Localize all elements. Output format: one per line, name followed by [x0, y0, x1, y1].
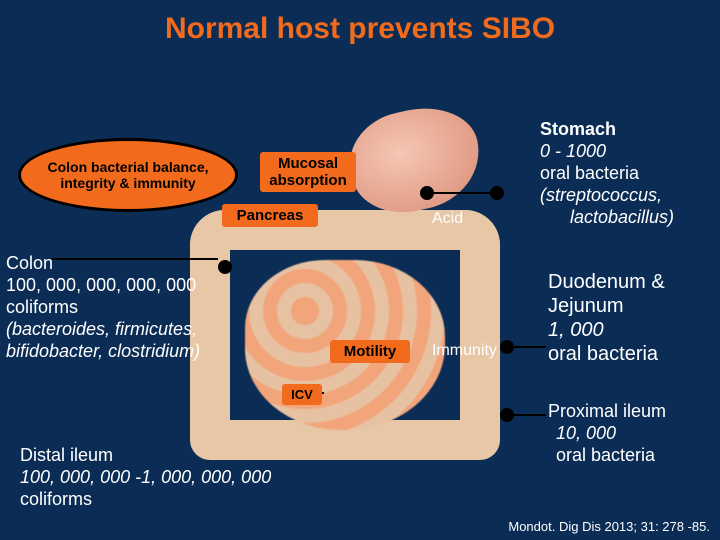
duo-line1: Duodenum &: [548, 270, 665, 294]
stomach-line4: lactobacillus): [540, 206, 674, 228]
prox-line2: 10, 000: [548, 422, 666, 444]
distal-line3: coliforms: [20, 488, 271, 510]
stomach-line2: oral bacteria: [540, 162, 674, 184]
absorption-label: absorption: [269, 172, 347, 189]
duodenum-jejunum-text: Duodenum & Jejunum 1, 000 oral bacteria: [548, 270, 665, 366]
mucosal-label: Mucosal: [278, 155, 338, 172]
bubble-line1: Colon bacterial balance,: [47, 159, 208, 175]
marker-dot: [490, 186, 504, 200]
prox-line3: oral bacteria: [548, 444, 666, 466]
duo-line3: 1, 000: [548, 318, 665, 342]
icv-box: ICV: [282, 384, 322, 405]
stomach-line3: (streptococcus,: [540, 184, 674, 206]
slide: Normal host prevents SIBO Colon bacteria…: [0, 0, 720, 540]
motility-label: Motility: [344, 343, 397, 360]
prox-line1: Proximal ileum: [548, 400, 666, 422]
acid-label: Acid: [432, 210, 463, 228]
leader-line: [510, 346, 546, 348]
mucosal-absorption-box: Mucosal absorption: [260, 152, 356, 192]
stomach-shape: [341, 98, 489, 223]
colon-line5: bifidobacter, clostridium): [6, 340, 200, 362]
colon-line2: 100, 000, 000, 000, 000: [6, 274, 200, 296]
duo-line4: oral bacteria: [548, 342, 665, 366]
pancreas-box: Pancreas: [222, 204, 318, 227]
colon-line4: (bacteroides, firmicutes,: [6, 318, 200, 340]
citation: Mondot. Dig Dis 2013; 31: 278 -85.: [508, 519, 710, 534]
proximal-ileum-text: Proximal ileum 10, 000 oral bacteria: [548, 400, 666, 466]
marker-dot: [218, 260, 232, 274]
colon-line1: Colon: [6, 252, 200, 274]
colon-balance-bubble: Colon bacterial balance, integrity & imm…: [18, 138, 238, 212]
distal-line1: Distal ileum: [20, 444, 271, 466]
duo-line2: Jejunum: [548, 294, 665, 318]
icv-label: ICV: [291, 387, 313, 402]
leader-line: [430, 192, 492, 194]
stomach-line1: 0 - 1000: [540, 140, 674, 162]
stomach-text: Stomach 0 - 1000 oral bacteria (streptoc…: [540, 118, 674, 228]
colon-line3: coliforms: [6, 296, 200, 318]
colon-text: Colon 100, 000, 000, 000, 000 coliforms …: [6, 252, 200, 362]
pancreas-label: Pancreas: [237, 207, 304, 224]
distal-line2: 100, 000, 000 -1, 000, 000, 000: [20, 466, 271, 488]
leader-line: [510, 414, 546, 416]
stomach-heading: Stomach: [540, 118, 674, 140]
motility-box: Motility: [330, 340, 410, 363]
bubble-line2: integrity & immunity: [60, 175, 195, 191]
slide-title: Normal host prevents SIBO: [0, 12, 720, 46]
distal-ileum-text: Distal ileum 100, 000, 000 -1, 000, 000,…: [20, 444, 271, 510]
immunity-label: Immunity: [432, 342, 497, 360]
